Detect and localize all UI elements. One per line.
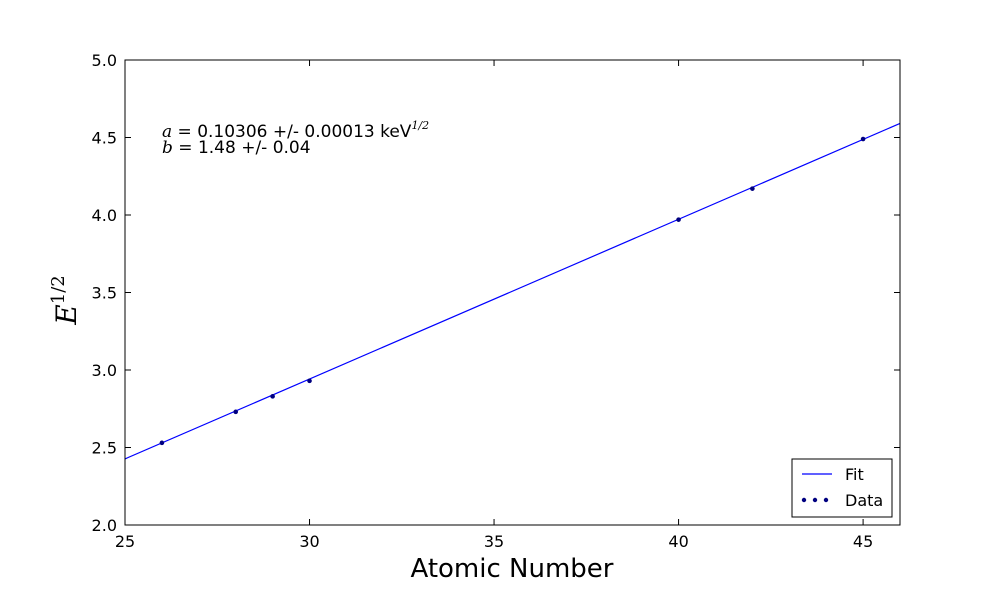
data-point [307,378,312,384]
x-tick-label: 45 [853,532,873,551]
data-point [860,136,866,142]
annotation-a-text: = 0.10306 +/- 0.00013 keV [172,122,412,142]
y-axis-title-sup: 1/2 [48,275,69,304]
legend-data-swatch-1 [801,497,807,503]
legend-fit-label: Fit [845,465,864,484]
annotation-a-var: a [162,122,172,142]
data-point [750,186,755,191]
x-tick-label: 25 [115,532,135,551]
y-tick-label: 4.0 [92,206,117,225]
y-tick-labels: 2.0 2.5 3.0 3.5 4.0 4.5 5.0 [92,51,117,535]
legend-data-swatch-3 [823,497,829,503]
data-point [270,394,275,399]
y-tick-label: 3.0 [92,361,117,380]
y-tick-label: 2.5 [92,439,117,458]
y-tick-label: 3.5 [92,284,117,303]
fit-annotation-a: a = 0.10306 +/- 0.00013 keV1/2 [162,119,429,142]
plot-background [125,60,900,525]
x-tick-label: 35 [484,532,504,551]
data-point [159,440,165,446]
y-tick-label: 4.5 [92,129,117,148]
legend-data-swatch-2 [812,497,818,503]
x-tick-labels: 25 30 35 40 45 [115,532,873,551]
legend: Fit Data [791,458,893,518]
x-tick-label: 40 [668,532,688,551]
annotation-a-sup: 1/2 [411,119,429,132]
data-series [159,136,866,446]
fit-series [124,122,901,460]
annotation-b-var: b [162,138,173,158]
legend-box [791,458,893,518]
x-axis-title: Atomic Number [411,554,614,584]
data-point [676,217,681,222]
y-tick-label: 5.0 [92,51,117,70]
legend-data-label: Data [845,491,883,510]
y-axis-title: E1/2 [48,275,83,325]
x-tick-label: 30 [299,532,319,551]
y-axis-title-base: E [50,304,83,325]
data-point [233,409,239,415]
plot-frame [124,59,901,526]
annotation-b-text: = 1.48 +/- 0.04 [173,138,311,158]
fit-annotation-b: b = 1.48 +/- 0.04 [162,138,311,158]
y-tick-label: 2.0 [92,516,117,535]
fit-line [124,122,901,460]
